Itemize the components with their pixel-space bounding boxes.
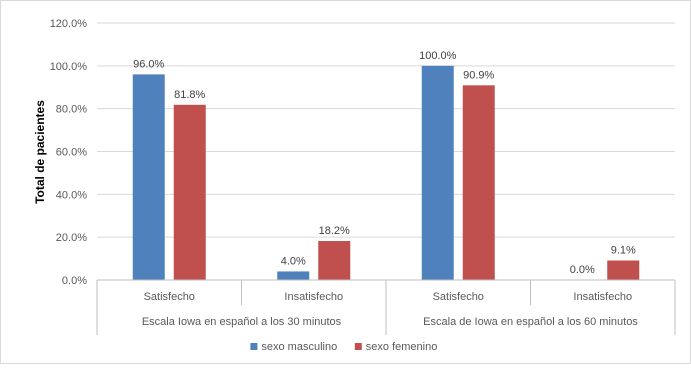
x-group-label: Escala Iowa en español a los 30 minutos	[142, 316, 342, 328]
bar	[173, 104, 206, 280]
data-label: 9.1%	[611, 245, 636, 257]
legend: sexo masculino sexo femenino	[250, 341, 437, 353]
x-category-label: Insatisfecho	[573, 291, 632, 303]
data-label: 81.8%	[174, 89, 205, 101]
y-tick-label: 60.0%	[56, 147, 87, 159]
legend-swatch	[250, 343, 258, 350]
bar	[421, 65, 454, 280]
y-axis-ticks: 0.0% 20.0% 40.0% 60.0% 80.0% 100.0% 120.0%	[50, 18, 88, 287]
bar	[132, 74, 165, 281]
x-category-label: Insatisfecho	[284, 291, 343, 303]
y-tick-label: 20.0%	[56, 232, 87, 244]
data-label: 96.0%	[133, 58, 164, 70]
bar	[607, 260, 640, 280]
bar	[318, 241, 351, 280]
bar	[462, 85, 495, 280]
y-tick-label: 0.0%	[62, 275, 87, 287]
x-category-label: Satisfecho	[144, 291, 195, 303]
data-label: 0.0%	[570, 264, 595, 276]
x-group-label: Escala de Iowa en español a los 60 minut…	[423, 316, 638, 328]
legend-swatch	[354, 343, 362, 350]
y-tick-label: 80.0%	[56, 104, 87, 116]
bars	[132, 65, 640, 281]
data-label: 100.0%	[419, 50, 457, 62]
data-label: 18.2%	[319, 225, 350, 237]
y-tick-label: 100.0%	[50, 61, 88, 73]
data-label: 90.9%	[463, 69, 494, 81]
legend-label: sexo femenino	[366, 341, 438, 353]
y-tick-label: 40.0%	[56, 189, 87, 201]
data-label: 4.0%	[281, 255, 306, 267]
y-tick-label: 120.0%	[50, 18, 88, 30]
x-axis: Satisfecho Insatisfecho Satisfecho Insatisf…	[96, 279, 676, 335]
data-labels: 96.0% 4.0% 100.0% 0.0% 81.8% 18.2% 90.9% 9.1%	[133, 50, 636, 276]
x-category-label: Satisfecho	[433, 291, 484, 303]
y-axis-title: Total de pacientes	[33, 100, 47, 204]
legend-label: sexo masculino	[261, 341, 337, 353]
bar	[277, 271, 310, 280]
